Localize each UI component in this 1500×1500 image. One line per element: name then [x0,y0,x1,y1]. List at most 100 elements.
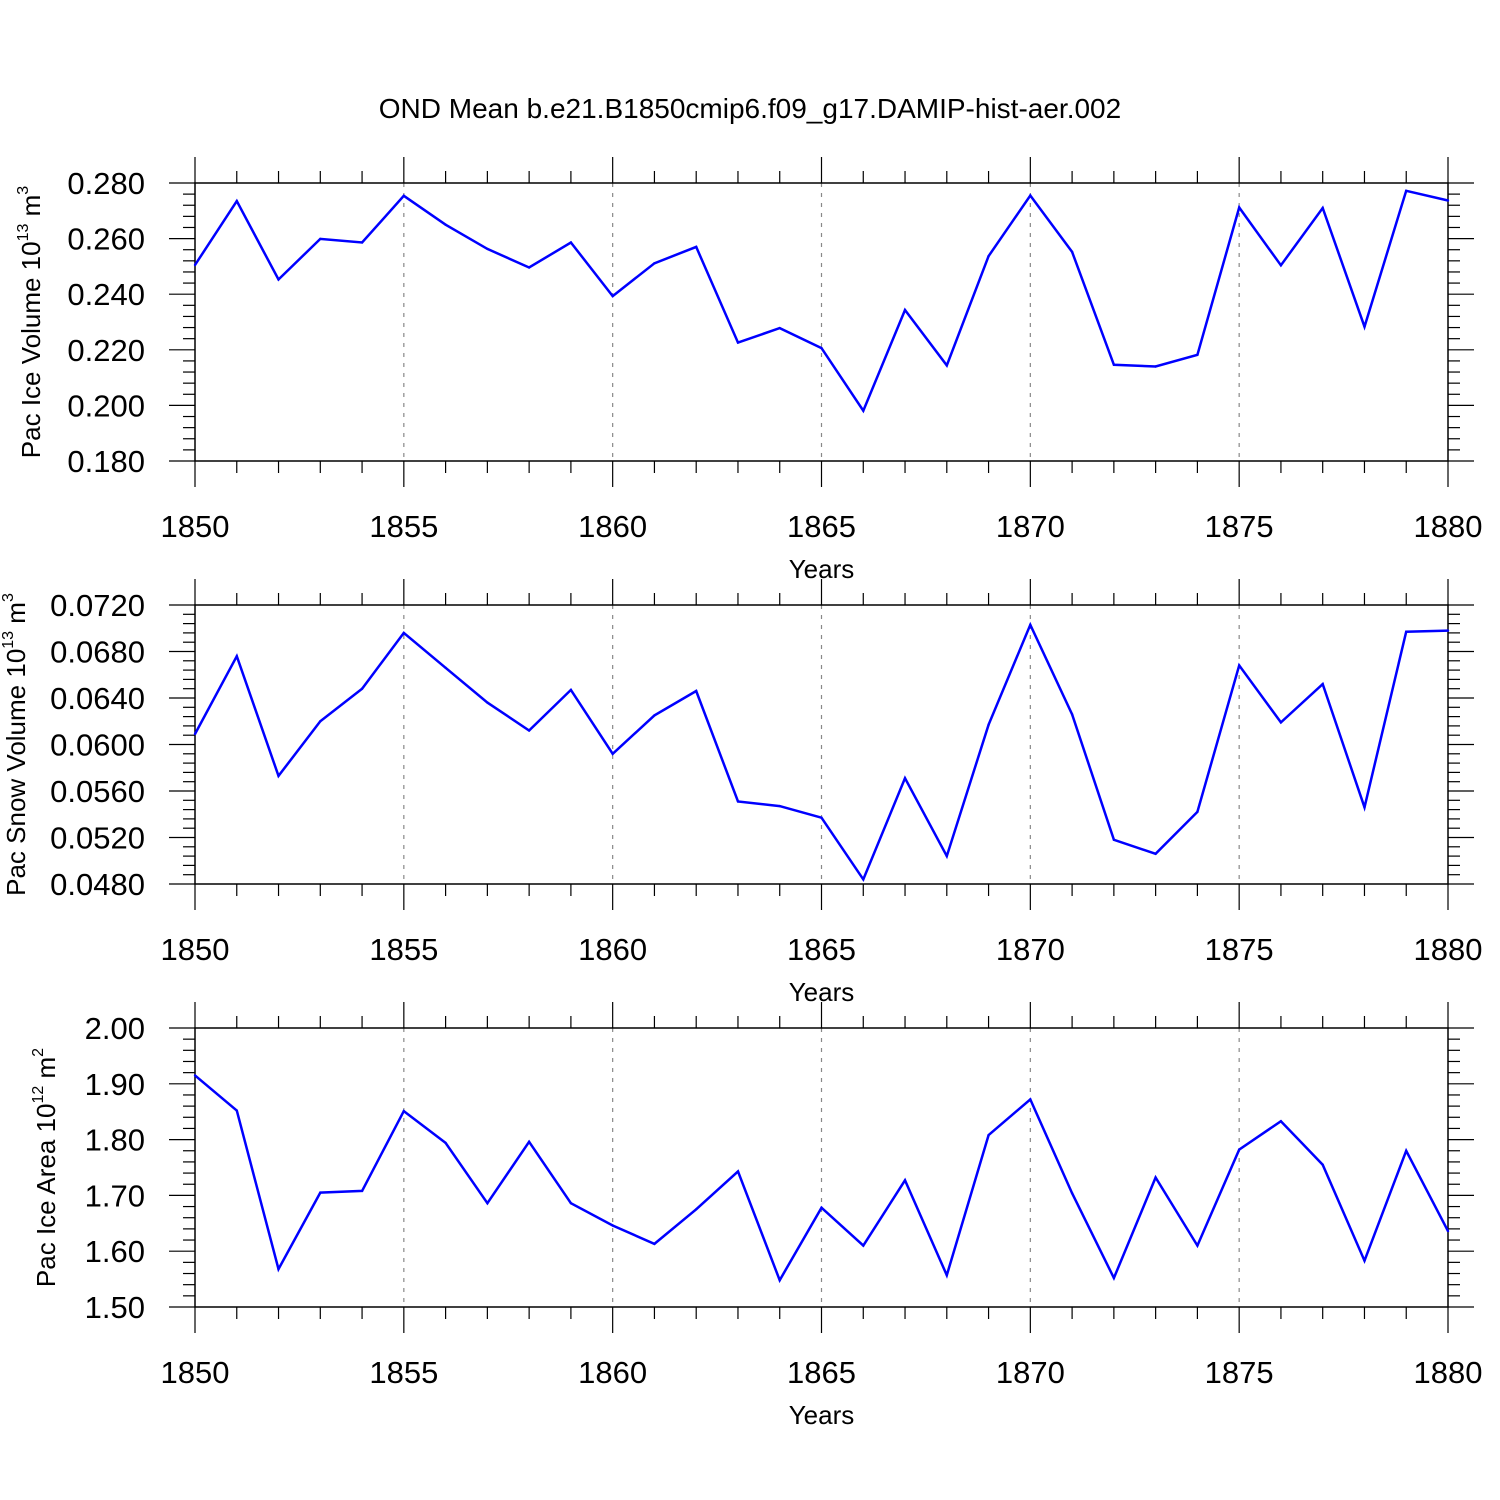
y-axis-label-prefix: Pac Ice Area 10 [31,1104,61,1288]
y-axis-label-exp: 12 [30,1086,47,1104]
data-point [778,1279,781,1282]
chart-title: OND Mean b.e21.B1850cmip6.f09_g17.DAMIP-… [379,93,1121,124]
data-point [695,1208,698,1211]
data-point [1154,1176,1157,1179]
y-tick-label: 0.240 [67,277,145,312]
data-point [193,263,197,267]
y-tick-label: 0.0680 [50,635,145,670]
data-point [1446,629,1450,632]
data-point [1112,1276,1116,1280]
chart-panels: 0.180 0.200 0.220 0.240 0.260 0.280 1850 1855 18… [0,157,1482,1430]
data-point [653,714,656,717]
x-tick-label: 1860 [578,509,647,544]
data-point [736,1170,740,1173]
y-tick-label: 1.50 [85,1290,145,1325]
y-axis-label-exp: 13 [15,223,32,241]
x-tick-label: 1860 [578,932,647,967]
y-axis-label: Pac Ice Area 1012 m2 [30,1048,61,1287]
data-point [319,1191,322,1194]
y-tick-label: 1.90 [85,1067,145,1102]
x-tick-label: 1880 [1414,509,1483,544]
data-point [360,1189,364,1193]
data-point [611,752,614,755]
data-point [402,631,405,635]
data-point [987,254,990,258]
data-point [820,346,823,350]
data-point [1029,194,1032,197]
data-point [1029,623,1032,626]
data-point [1070,250,1074,254]
data-point [653,1242,656,1246]
x-tick-label: 1880 [1414,1355,1483,1390]
data-point [569,688,573,692]
y-tick-label: 0.0720 [50,588,145,623]
y-tick-label: 0.0640 [50,681,145,716]
y-tick-label: 0.0560 [50,774,145,809]
x-tick-label: 1870 [996,932,1065,967]
data-point [444,1141,447,1145]
y-axis-label-unit-exp: 3 [15,186,32,195]
data-point [319,237,322,241]
y-axis-label: Pac Ice Volume 1013 m3 [15,186,46,459]
x-tick-label: 1880 [1414,932,1483,967]
data-point [569,241,573,244]
x-tick-label: 1865 [787,1355,856,1390]
chart-panel-1: 0.180 0.200 0.220 0.240 0.260 0.280 1850 1855 18… [15,157,1482,584]
x-tick-label: 1865 [787,509,856,544]
data-point [945,364,948,367]
data-point [1196,353,1199,356]
data-point [402,194,405,197]
data-point [1154,852,1157,855]
data-point [1363,1259,1366,1262]
x-tick-label: 1875 [1205,932,1274,967]
y-tick-label: 0.0520 [50,821,145,856]
y-axis-label-unit: m [1,602,31,631]
data-point [778,804,781,808]
data-point [1029,1098,1032,1101]
x-tick-label: 1855 [369,932,438,967]
data-point [1405,630,1408,633]
y-tick-label: 0.200 [67,388,145,423]
data-point [1405,189,1408,192]
x-tick-label: 1875 [1205,509,1274,544]
data-point [1279,264,1283,267]
chart-panel-2: 0.0480 0.0520 0.0560 0.0600 0.0640 0.0680 0.07… [0,579,1482,1007]
data-point [360,241,364,244]
data-point [402,1109,405,1113]
x-tick-label: 1850 [161,932,230,967]
data-point [1279,1120,1283,1123]
y-tick-label: 1.70 [85,1178,145,1213]
data-point [903,1179,907,1182]
data-point [1196,810,1199,814]
data-point [1363,806,1366,809]
y-axis-label-prefix: Pac Ice Volume 10 [16,241,46,458]
data-point [486,1202,489,1205]
data-point [1405,1149,1408,1153]
data-point [945,854,948,858]
data-point [527,266,531,269]
y-axis-label-unit: m [31,1057,61,1086]
data-point [611,294,614,298]
x-tick-label: 1855 [369,509,438,544]
data-point [987,1133,990,1137]
y-tick-label: 1.60 [85,1234,145,1269]
data-point [1321,682,1324,686]
x-tick-label: 1850 [161,509,230,544]
data-point [193,732,197,736]
y-axis-label-unit: m [16,195,46,224]
y-tick-label: 0.0480 [50,867,145,902]
data-point [1446,1229,1450,1233]
data-point [862,409,865,412]
y-tick-label: 0.220 [67,333,145,368]
x-tick-label: 1855 [369,1355,438,1390]
data-point [987,723,990,726]
data-point [736,800,740,803]
data-point [903,777,907,780]
data-point [235,199,238,203]
data-point [527,729,531,732]
y-axis-label-prefix: Pac Snow Volume 10 [1,649,31,896]
data-point [277,1267,280,1271]
data-point [611,1224,614,1227]
